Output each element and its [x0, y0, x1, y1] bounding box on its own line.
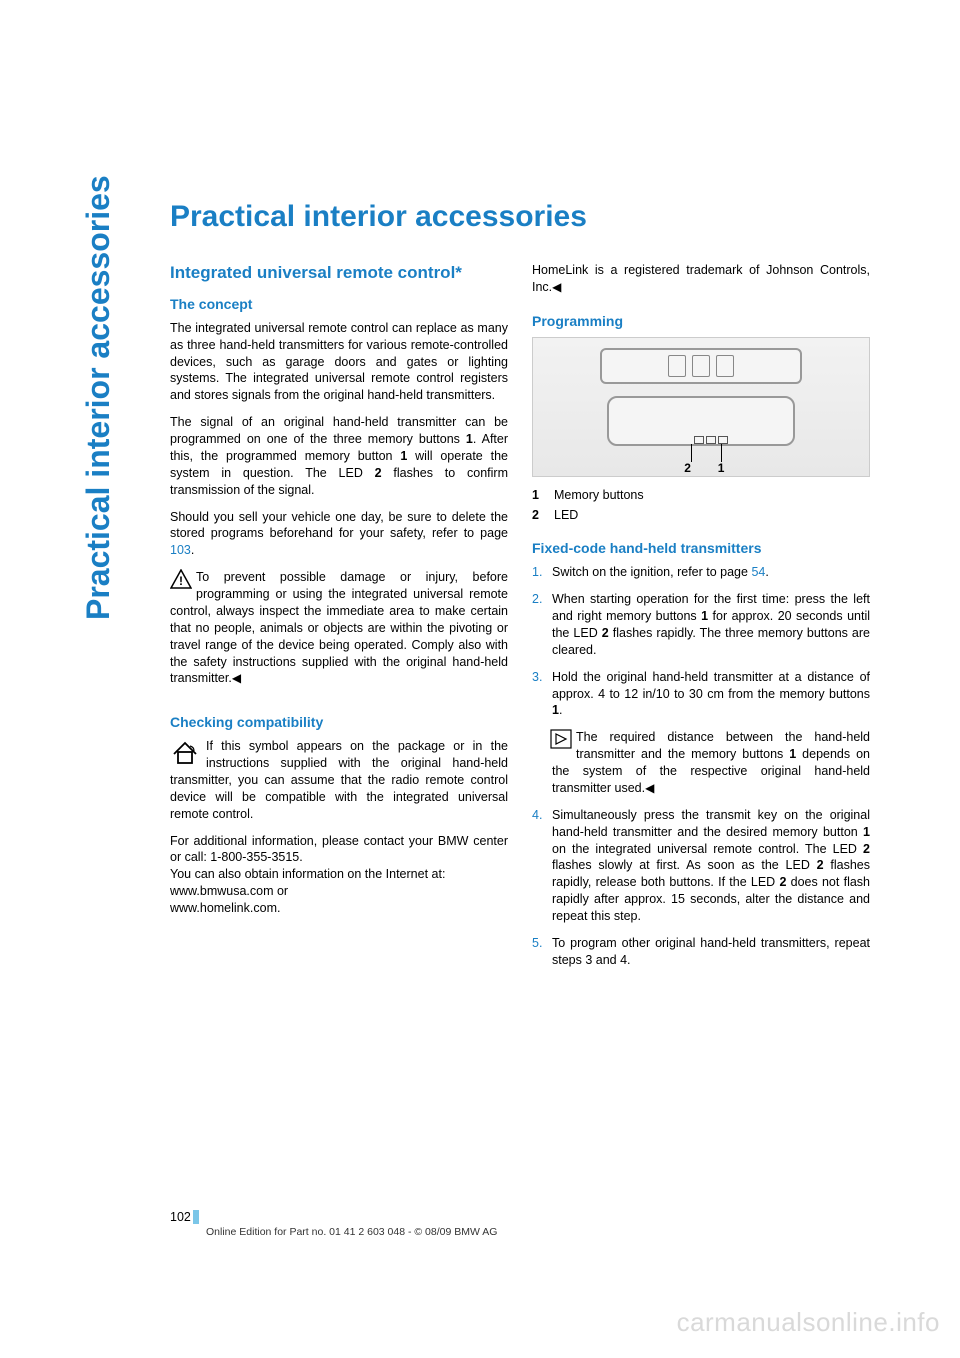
figure-label-1: 1 — [718, 460, 725, 476]
body-text: HomeLink is a registered trademark of Jo… — [532, 262, 870, 296]
watermark: carmanualsonline.info — [677, 1307, 940, 1338]
figure-console — [600, 348, 802, 384]
section-heading-remote: Integrated universal remote control* — [170, 262, 508, 285]
steps-list: 1. Switch on the ignition, refer to page… — [532, 564, 870, 719]
homelink-icon — [170, 738, 200, 766]
subheading-programming: Programming — [532, 312, 870, 331]
subheading-fixed-code: Fixed-code hand-held transmitters — [532, 539, 870, 558]
steps-list-2: 4. Simultaneously press the transmit key… — [532, 807, 870, 969]
warning-icon: ! — [170, 569, 192, 589]
figure-buttons — [694, 436, 728, 444]
figure-legend: 1 Memory buttons 2 LED — [532, 487, 870, 524]
svg-text:!: ! — [179, 574, 183, 588]
figure-label-2: 2 — [684, 460, 691, 476]
page-bar-icon — [193, 1210, 199, 1224]
legend-row: 1 Memory buttons — [532, 487, 870, 504]
end-mark-icon: ◀ — [645, 781, 654, 795]
body-text: For additional information, please conta… — [170, 833, 508, 917]
note-block: The required distance between the hand-h… — [532, 729, 870, 797]
body-text: Should you sell your vehicle one day, be… — [170, 509, 508, 560]
page-reference[interactable]: 54 — [751, 565, 765, 579]
step-item: 3. Hold the original hand-held transmitt… — [532, 669, 870, 720]
body-text: The integrated universal remote control … — [170, 320, 508, 404]
right-column: HomeLink is a registered trademark of Jo… — [532, 262, 870, 979]
legend-row: 2 LED — [532, 507, 870, 524]
step-item: 1. Switch on the ignition, refer to page… — [532, 564, 870, 581]
step-item: 5. To program other original hand-held t… — [532, 935, 870, 969]
two-column-layout: Integrated universal remote control* The… — [170, 262, 870, 979]
end-mark-icon: ◀ — [232, 671, 241, 685]
page-content: Practical interior accessories Integrate… — [170, 200, 870, 979]
body-text: The signal of an original hand-held tran… — [170, 414, 508, 498]
end-mark-icon: ◀ — [552, 280, 561, 294]
subheading-compat: Checking compatibility — [170, 713, 508, 732]
left-column: Integrated universal remote control* The… — [170, 262, 508, 979]
page-footer: 102 Online Edition for Part no. 01 41 2 … — [170, 1210, 870, 1238]
subheading-concept: The concept — [170, 295, 508, 314]
page-number: 102 — [170, 1210, 870, 1224]
page-reference[interactable]: 103 — [170, 543, 191, 557]
warning-block: ! To prevent possible damage or injury, … — [170, 569, 508, 687]
compat-block: If this symbol appears on the package or… — [170, 738, 508, 822]
step-item: 2. When starting operation for the first… — [532, 591, 870, 659]
step-item: 4. Simultaneously press the transmit key… — [532, 807, 870, 925]
note-icon — [550, 729, 572, 749]
copyright-line: Online Edition for Part no. 01 41 2 603 … — [206, 1226, 870, 1238]
side-section-label: Practical interior accessories — [80, 175, 117, 620]
programming-figure: 1 2 — [532, 337, 870, 477]
page-title: Practical interior accessories — [170, 200, 870, 234]
